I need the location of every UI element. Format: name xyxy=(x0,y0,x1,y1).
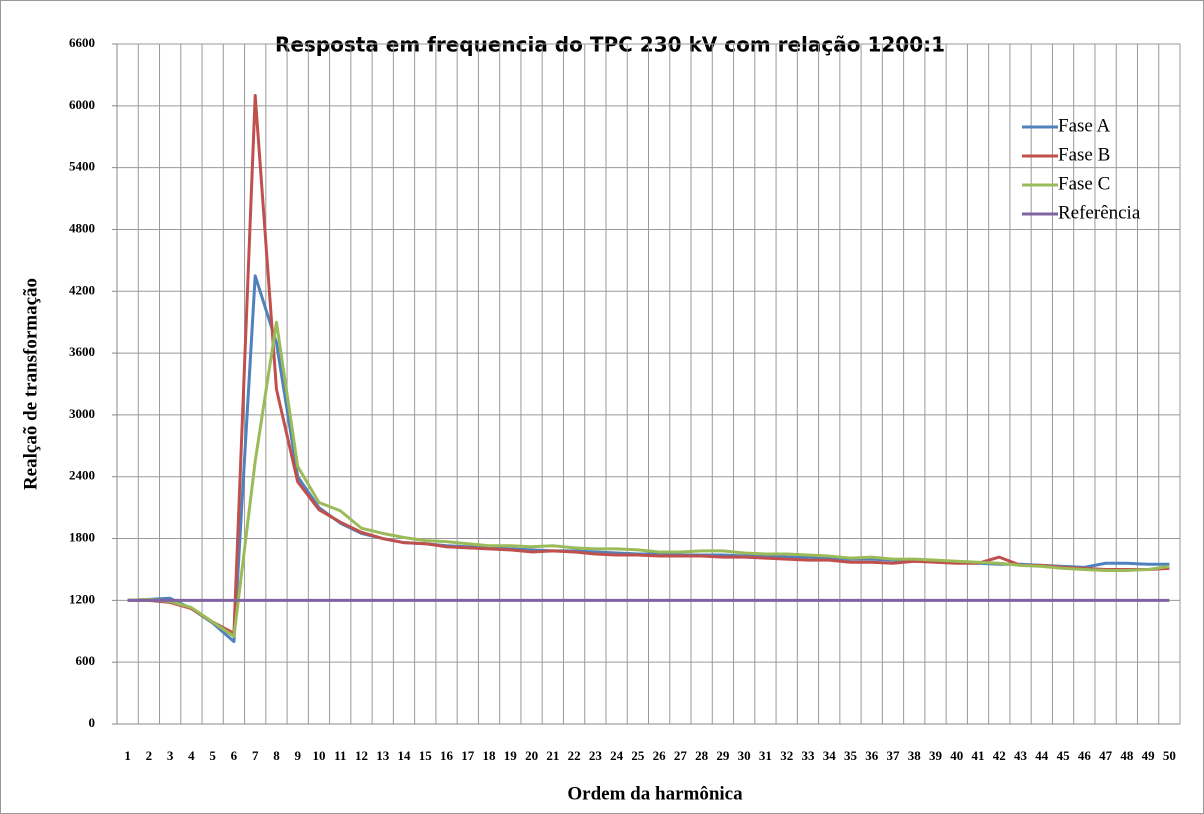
line-series xyxy=(127,94,1170,635)
x-tick-label: 11 xyxy=(334,748,346,763)
legend-label: Referência xyxy=(1058,202,1141,223)
x-tick-label: 42 xyxy=(993,748,1006,763)
x-tick-label: 48 xyxy=(1120,748,1134,763)
x-tick-label: 45 xyxy=(1057,748,1071,763)
x-tick-label: 5 xyxy=(209,748,216,763)
x-tick-label: 20 xyxy=(525,748,538,763)
x-tick-label: 37 xyxy=(886,748,900,763)
y-tick-label: 4200 xyxy=(69,282,95,297)
y-tick-label: 5400 xyxy=(69,159,95,174)
x-tick-label: 39 xyxy=(929,748,943,763)
y-tick-label: 4800 xyxy=(69,220,95,235)
x-tick-label: 47 xyxy=(1099,748,1113,763)
x-tick-label: 36 xyxy=(865,748,879,763)
x-tick-label: 13 xyxy=(376,748,390,763)
legend-label: Fase A xyxy=(1058,115,1111,136)
x-tick-label: 9 xyxy=(294,748,301,763)
x-axis-label: Ordem da harmônica xyxy=(567,783,743,804)
x-tick-label: 16 xyxy=(440,748,454,763)
x-tick-label: 6 xyxy=(231,748,238,763)
legend-label: Fase B xyxy=(1058,144,1110,165)
x-tick-label: 40 xyxy=(950,748,963,763)
x-tick-label: 34 xyxy=(823,748,837,763)
x-tick-label: 1 xyxy=(124,748,131,763)
x-tick-label: 32 xyxy=(780,748,793,763)
x-tick-label: 17 xyxy=(461,748,475,763)
y-tick-label: 6600 xyxy=(69,35,95,50)
y-tick-label: 3000 xyxy=(69,406,95,421)
x-tick-label: 10 xyxy=(312,748,325,763)
y-tick-label: 0 xyxy=(89,715,96,730)
x-tick-label: 28 xyxy=(695,748,709,763)
x-tick-label: 4 xyxy=(188,748,195,763)
y-tick-label: 6000 xyxy=(69,97,95,112)
y-tick-label: 1800 xyxy=(69,530,95,545)
x-tick-label: 24 xyxy=(610,748,624,763)
x-tick-label: 35 xyxy=(844,748,858,763)
x-tick-label: 44 xyxy=(1035,748,1049,763)
y-axis-label: Realçaõ de transformação xyxy=(20,278,41,490)
x-tick-label: 25 xyxy=(631,748,645,763)
x-tick-label: 27 xyxy=(674,748,688,763)
x-tick-label: 3 xyxy=(167,748,174,763)
x-tick-label: 33 xyxy=(801,748,815,763)
x-tick-label: 7 xyxy=(252,748,259,763)
x-tick-label: 49 xyxy=(1142,748,1156,763)
x-tick-label: 38 xyxy=(908,748,922,763)
x-tick-label: 8 xyxy=(273,748,280,763)
x-tick-label: 50 xyxy=(1163,748,1176,763)
x-tick-label: 23 xyxy=(589,748,603,763)
x-tick-label: 30 xyxy=(738,748,751,763)
x-tick-label: 41 xyxy=(972,748,985,763)
y-tick-label: 2400 xyxy=(69,468,95,483)
x-tick-label: 22 xyxy=(568,748,581,763)
x-tick-label: 21 xyxy=(546,748,559,763)
line-series xyxy=(127,320,1170,638)
y-tick-label: 3600 xyxy=(69,344,95,359)
x-tick-label: 15 xyxy=(419,748,433,763)
x-tick-label: 31 xyxy=(759,748,772,763)
x-tick-label: 26 xyxy=(653,748,667,763)
x-tick-label: 43 xyxy=(1014,748,1028,763)
y-tick-label: 600 xyxy=(76,653,96,668)
x-tick-label: 29 xyxy=(716,748,730,763)
x-tick-label: 2 xyxy=(146,748,153,763)
x-tick-label: 19 xyxy=(504,748,518,763)
legend-label: Fase C xyxy=(1058,173,1110,194)
x-tick-label: 12 xyxy=(355,748,368,763)
x-tick-label: 14 xyxy=(398,748,412,763)
y-tick-label: 1200 xyxy=(69,591,95,606)
x-tick-label: 46 xyxy=(1078,748,1092,763)
x-tick-label: 18 xyxy=(483,748,497,763)
